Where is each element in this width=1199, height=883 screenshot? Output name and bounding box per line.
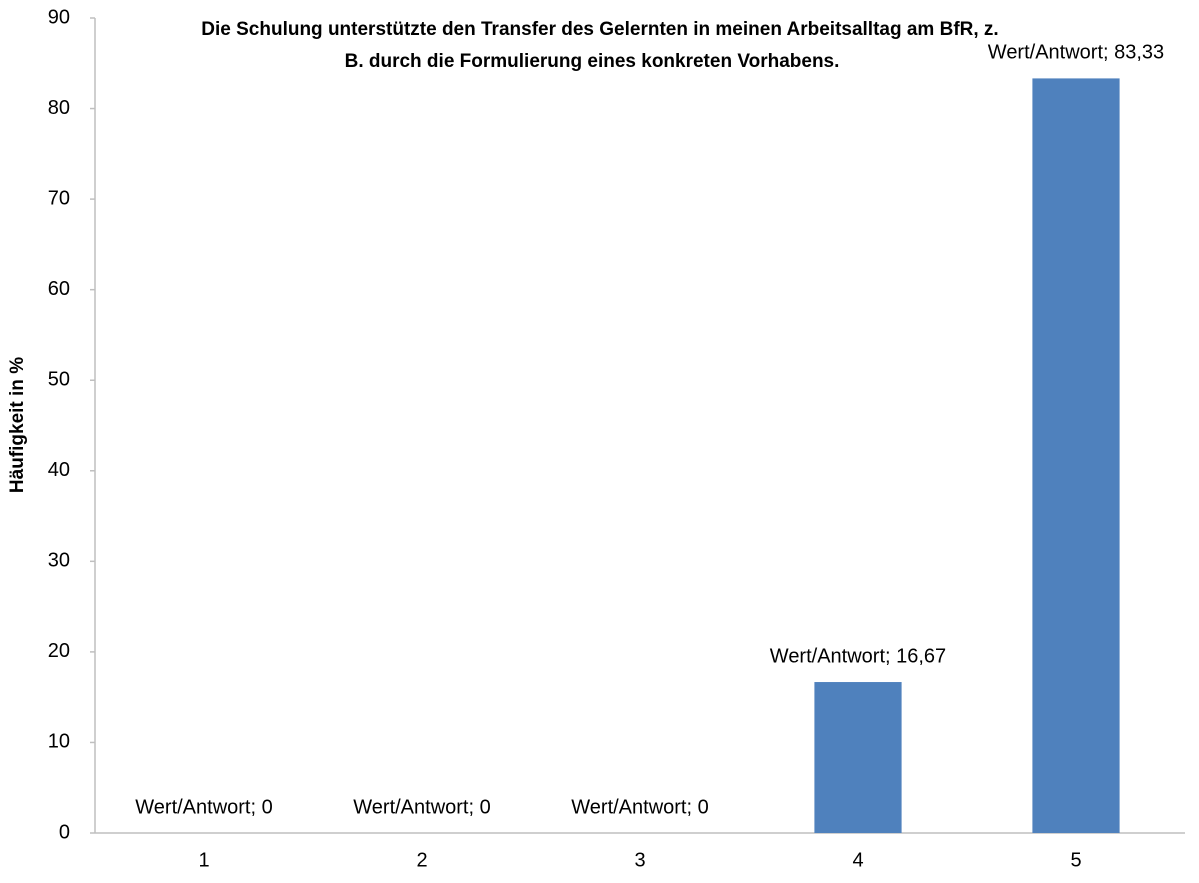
y-axis-label: Häufigkeit in % (7, 357, 28, 493)
chart-title: B. durch die Formulierung eines konkrete… (345, 51, 840, 72)
x-tick-label: 1 (198, 849, 209, 871)
chart-title: Die Schulung unterstützte den Transfer d… (201, 19, 998, 40)
y-tick-label: 20 (48, 640, 70, 662)
data-label: Wert/Antwort; 0 (353, 796, 490, 818)
y-tick-label: 50 (48, 369, 70, 391)
x-tick-label: 5 (1070, 849, 1081, 871)
data-label: Wert/Antwort; 0 (571, 796, 708, 818)
y-tick-label: 40 (48, 459, 70, 481)
bar (814, 682, 902, 833)
bar (1032, 78, 1120, 833)
y-tick-label: 0 (59, 821, 70, 843)
x-tick-label: 3 (634, 849, 645, 871)
y-tick-label: 60 (48, 278, 70, 300)
data-label: Wert/Antwort; 16,67 (770, 645, 946, 667)
y-tick-label: 90 (48, 6, 70, 28)
y-tick-label: 80 (48, 97, 70, 119)
x-tick-label: 2 (416, 849, 427, 871)
data-label: Wert/Antwort; 0 (135, 796, 272, 818)
y-tick-label: 30 (48, 550, 70, 572)
y-tick-label: 70 (48, 187, 70, 209)
data-label: Wert/Antwort; 83,33 (988, 42, 1164, 64)
y-tick-label: 10 (48, 731, 70, 753)
x-tick-label: 4 (852, 849, 863, 871)
